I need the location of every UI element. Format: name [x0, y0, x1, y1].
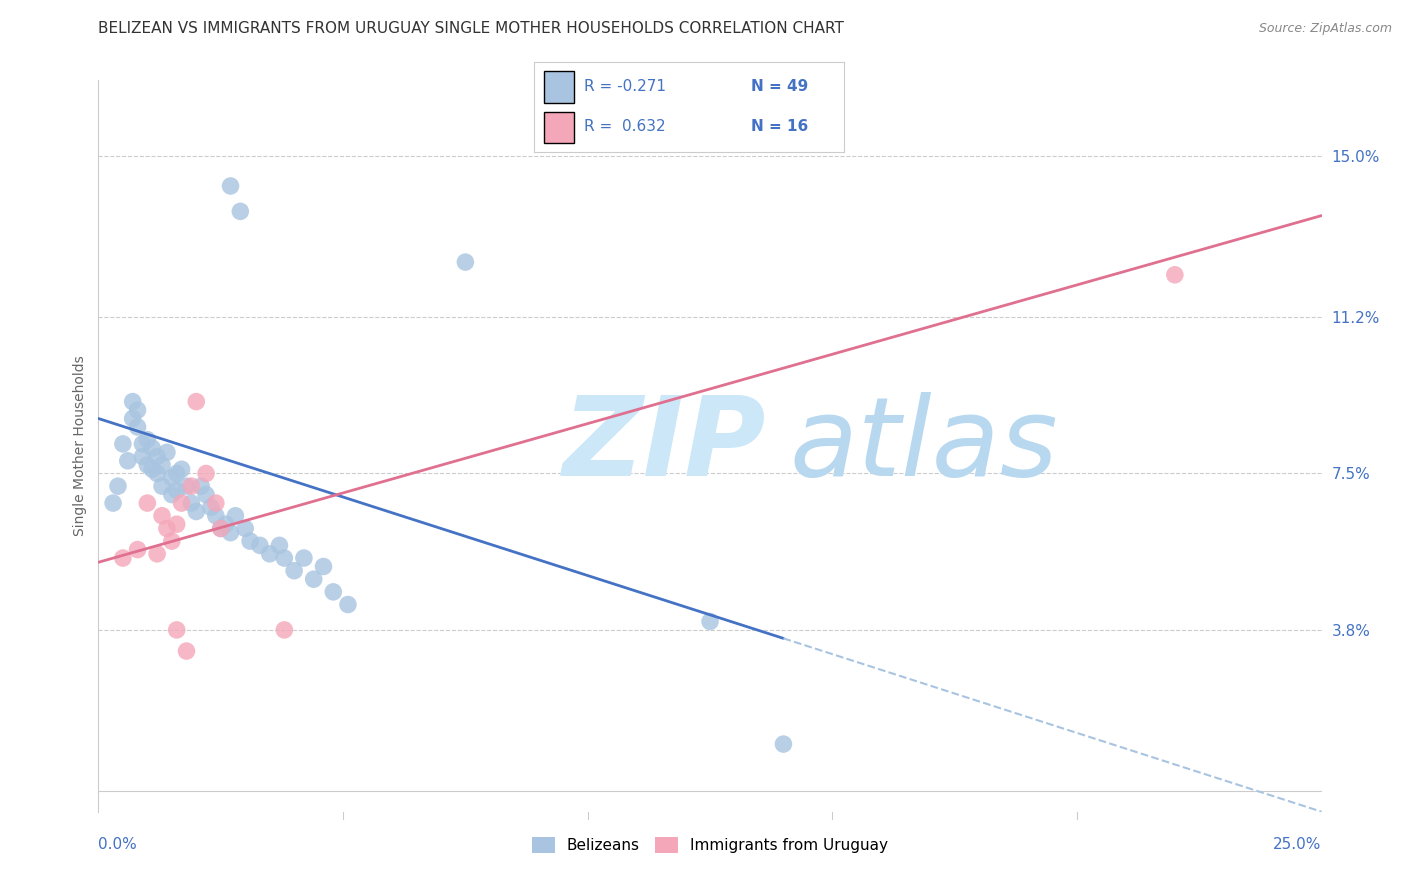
- FancyBboxPatch shape: [544, 112, 575, 143]
- Point: [101, 496, 124, 510]
- Point: [121, 394, 143, 409]
- Point: [127, 420, 149, 434]
- Point: [273, 551, 295, 566]
- Text: N = 16: N = 16: [751, 120, 808, 134]
- Point: [146, 467, 169, 481]
- Point: [205, 496, 228, 510]
- Point: [141, 441, 163, 455]
- Y-axis label: Single Mother Households: Single Mother Households: [73, 356, 87, 536]
- Point: [111, 551, 134, 566]
- Legend: Belizeans, Immigrants from Uruguay: Belizeans, Immigrants from Uruguay: [526, 830, 894, 859]
- Text: R =  0.632: R = 0.632: [583, 120, 665, 134]
- Point: [302, 572, 325, 586]
- Point: [772, 737, 794, 751]
- Point: [150, 479, 173, 493]
- Text: ZIP: ZIP: [564, 392, 766, 500]
- Point: [146, 450, 169, 464]
- Point: [111, 437, 134, 451]
- Point: [273, 623, 295, 637]
- Point: [322, 585, 344, 599]
- Point: [292, 551, 315, 566]
- Point: [166, 517, 188, 532]
- Point: [107, 479, 129, 493]
- Text: N = 49: N = 49: [751, 79, 808, 94]
- Point: [117, 454, 139, 468]
- Point: [136, 496, 159, 510]
- Point: [239, 534, 262, 549]
- Point: [219, 178, 242, 193]
- Point: [131, 450, 153, 464]
- Point: [219, 525, 242, 540]
- Text: atlas: atlas: [790, 392, 1059, 500]
- Point: [699, 615, 721, 629]
- Point: [195, 488, 218, 502]
- Point: [146, 547, 169, 561]
- Point: [150, 458, 173, 472]
- Point: [160, 488, 183, 502]
- Point: [336, 598, 359, 612]
- Point: [156, 521, 179, 535]
- Text: Source: ZipAtlas.com: Source: ZipAtlas.com: [1258, 22, 1392, 36]
- Point: [156, 445, 179, 459]
- Point: [150, 508, 173, 523]
- Point: [121, 411, 143, 425]
- Point: [180, 496, 202, 510]
- Point: [229, 204, 252, 219]
- Point: [312, 559, 335, 574]
- Point: [454, 255, 477, 269]
- Point: [166, 467, 188, 481]
- Point: [166, 483, 188, 498]
- Point: [195, 467, 218, 481]
- Point: [180, 479, 202, 493]
- Point: [141, 462, 163, 476]
- Point: [224, 508, 246, 523]
- Point: [283, 564, 305, 578]
- Point: [136, 433, 159, 447]
- Point: [209, 521, 232, 535]
- Point: [170, 496, 193, 510]
- Point: [136, 458, 159, 472]
- Point: [214, 517, 236, 532]
- Point: [186, 504, 208, 518]
- Point: [1164, 268, 1187, 282]
- Point: [170, 462, 193, 476]
- Point: [166, 623, 188, 637]
- Point: [233, 521, 256, 535]
- Text: 0.0%: 0.0%: [98, 838, 138, 853]
- Point: [186, 394, 208, 409]
- Point: [190, 479, 212, 493]
- Point: [160, 534, 183, 549]
- Point: [127, 542, 149, 557]
- Point: [127, 403, 149, 417]
- FancyBboxPatch shape: [544, 71, 575, 103]
- Point: [249, 538, 271, 552]
- Point: [200, 500, 222, 515]
- Point: [209, 521, 232, 535]
- Text: BELIZEAN VS IMMIGRANTS FROM URUGUAY SINGLE MOTHER HOUSEHOLDS CORRELATION CHART: BELIZEAN VS IMMIGRANTS FROM URUGUAY SING…: [98, 21, 844, 37]
- Point: [259, 547, 281, 561]
- Point: [205, 508, 228, 523]
- Text: 25.0%: 25.0%: [1274, 838, 1322, 853]
- Point: [269, 538, 291, 552]
- Point: [160, 471, 183, 485]
- Text: R = -0.271: R = -0.271: [583, 79, 666, 94]
- Point: [176, 479, 198, 493]
- Point: [176, 644, 198, 658]
- Point: [131, 437, 153, 451]
